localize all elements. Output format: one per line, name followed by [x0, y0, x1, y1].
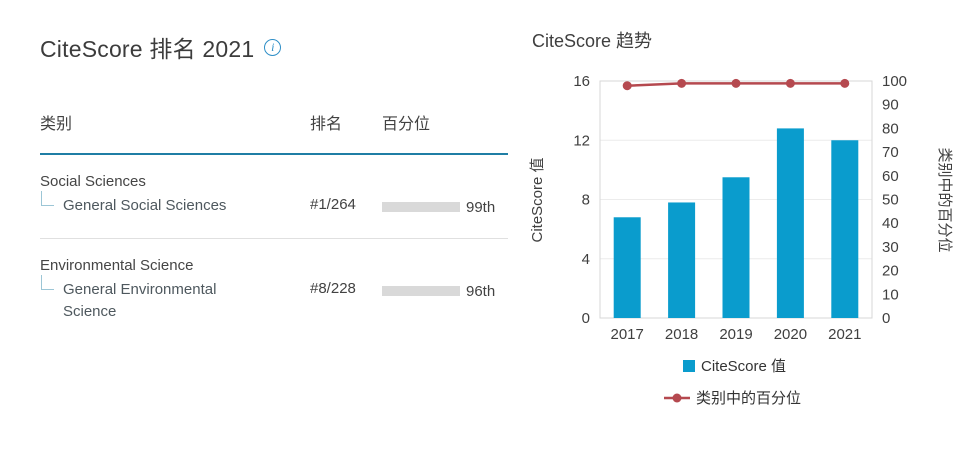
category-cell: Social Sciences General Social Sciences — [40, 171, 310, 218]
table-row: Social Sciences General Social Sciences … — [40, 155, 508, 238]
left-tick-8: 8 — [582, 192, 590, 209]
column-header-percentile: 百分位 — [382, 116, 431, 133]
right-tick-80: 80 — [882, 120, 899, 137]
legend-bar-label: CiteScore 值 — [701, 358, 786, 375]
right-tick-70: 70 — [882, 144, 899, 161]
trend-chart-title: CiteScore 趋势 — [532, 31, 653, 51]
x-tick-2020: 2020 — [774, 326, 807, 343]
right-tick-0: 0 — [882, 310, 890, 327]
percentile-bar-track — [382, 202, 460, 212]
bar-2018[interactable] — [668, 202, 696, 318]
percentile-point-2020[interactable] — [785, 78, 795, 88]
rank-title-row: CiteScore 排名 2021 i — [40, 30, 508, 64]
percentile-cell: 99th — [382, 196, 508, 218]
percentile-cell: 96th — [382, 280, 508, 302]
right-tick-40: 40 — [882, 215, 899, 232]
left-tick-16: 16 — [573, 73, 590, 90]
rank-title: CiteScore 排名 2021 — [40, 36, 255, 62]
subcategory-label: General Environmental Science — [63, 281, 217, 320]
info-icon[interactable]: i — [264, 38, 282, 56]
rank-value: #1/264 — [310, 196, 356, 213]
x-tick-2018: 2018 — [665, 326, 698, 343]
citescore-trend-chart: 0 4 8 12 16 0 10 20 30 40 50 60 70 80 90 100 2017 2018 201… — [529, 73, 953, 407]
left-tick-12: 12 — [573, 132, 590, 149]
right-tick-100: 100 — [882, 73, 907, 90]
column-header-category: 类别 — [40, 116, 73, 133]
rank-table-header: 类别 排名 百分位 — [40, 110, 508, 134]
table-row: Environmental Science General Environmen… — [40, 239, 508, 343]
citescore-rank-section: CiteScore 排名 2021 i 类别 排名 百分位 Social Sci… — [40, 30, 508, 343]
right-tick-60: 60 — [882, 168, 899, 185]
right-axis-label: 类别中的百分位 — [936, 147, 953, 252]
left-axis-label: CiteScore 值 — [529, 157, 546, 242]
percentile-bar-track — [382, 286, 460, 296]
rank-value: #8/228 — [310, 280, 356, 297]
percentile-point-2017[interactable] — [622, 81, 632, 91]
row-separator — [40, 238, 508, 239]
tree-elbow-icon — [41, 275, 54, 290]
left-tick-0: 0 — [582, 310, 590, 327]
legend-bar-swatch-icon — [683, 360, 695, 372]
right-tick-30: 30 — [882, 239, 899, 256]
percentile-label: 96th — [466, 282, 496, 300]
percentile-point-2021[interactable] — [840, 78, 850, 88]
x-tick-2019: 2019 — [719, 326, 752, 343]
subcategory-label: General Social Sciences — [63, 197, 227, 214]
right-tick-50: 50 — [882, 192, 899, 209]
right-tick-20: 20 — [882, 263, 899, 280]
x-tick-2017: 2017 — [611, 326, 644, 343]
right-tick-10: 10 — [882, 286, 899, 303]
bar-2017[interactable] — [613, 217, 641, 318]
bar-2021[interactable] — [831, 140, 859, 318]
category-parent: Environmental Science — [40, 257, 194, 274]
subcategory-line: General Social Sciences — [40, 191, 310, 217]
legend-line-dot-icon — [672, 393, 682, 403]
column-header-rank: 排名 — [310, 116, 343, 133]
percentile-point-2018[interactable] — [677, 78, 687, 88]
left-tick-4: 4 — [582, 251, 590, 268]
bar-2019[interactable] — [722, 177, 750, 318]
subcategory-line: General Environmental Science — [40, 275, 310, 323]
percentile-point-2019[interactable] — [731, 78, 741, 88]
right-tick-90: 90 — [882, 97, 899, 114]
category-cell: Environmental Science General Environmen… — [40, 255, 310, 323]
category-parent: Social Sciences — [40, 173, 146, 190]
percentile-label: 99th — [466, 198, 496, 216]
legend-line-label: 类别中的百分位 — [696, 390, 801, 407]
header-divider — [40, 153, 508, 155]
tree-elbow-icon — [41, 191, 54, 206]
bar-2020[interactable] — [776, 128, 804, 318]
x-tick-2021: 2021 — [828, 326, 861, 343]
